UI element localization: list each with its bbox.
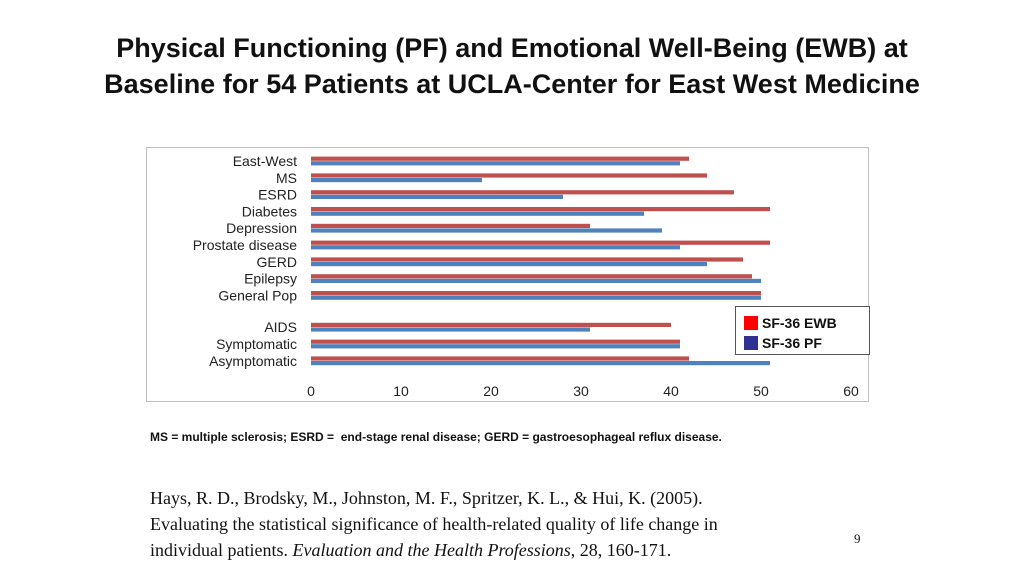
bar-ewb-ms <box>311 173 707 178</box>
category-label-depression: Depression <box>226 220 297 236</box>
category-label-prostate-disease: Prostate disease <box>193 237 297 253</box>
citation-line-1: Hays, R. D., Brodsky, M., Johnston, M. F… <box>150 488 703 508</box>
citation-line-2: Evaluating the statistical significance … <box>150 514 718 534</box>
bar-pf-epilepsy <box>311 278 761 283</box>
citation-line-3: individual patients. Evaluation and the … <box>150 537 840 563</box>
bar-pf-esrd <box>311 194 563 199</box>
category-label-gerd: GERD <box>257 254 297 270</box>
bar-pf-asymptomatic <box>311 361 770 366</box>
bar-ewb-depression <box>311 223 590 228</box>
citation-journal: Evaluation and the Health Professions <box>292 540 571 560</box>
category-label-aids: AIDS <box>264 319 297 335</box>
legend-label-pf: SF-36 PF <box>762 335 822 351</box>
bar-ewb-aids <box>311 322 671 327</box>
bar-pf-general-pop <box>311 295 761 300</box>
bar-pf-prostate-disease <box>311 245 680 250</box>
page-number: 9 <box>854 531 861 546</box>
x-tick-label-20: 20 <box>483 383 499 399</box>
x-tick-label-40: 40 <box>663 383 679 399</box>
category-label-asymptomatic: Asymptomatic <box>209 353 297 369</box>
bar-pf-depression <box>311 228 662 233</box>
bar-ewb-prostate-disease <box>311 240 770 245</box>
legend-entry-pf: SF-36 PF <box>744 333 869 353</box>
bar-chart: East-WestMSESRDDiabetesDepressionProstat… <box>193 153 859 399</box>
chart-area: East-West MS ESRD Diabetes Depression Prostat… <box>146 147 869 402</box>
category-label-diabetes: Diabetes <box>242 203 297 219</box>
slide-title: Physical Functioning (PF) and Emotional … <box>30 30 994 102</box>
category-label-east-west: East-West <box>233 153 297 169</box>
bar-ewb-diabetes <box>311 207 770 212</box>
citation-line-3-prefix: individual patients. <box>150 540 293 560</box>
chart-legend: SF-36 EWB SF-36 PF <box>735 306 870 355</box>
category-label-esrd: ESRD <box>258 187 297 203</box>
category-label-general-pop: General Pop <box>218 287 297 303</box>
x-tick-label-60: 60 <box>843 383 859 399</box>
abbreviation-footnote: MS = multiple sclerosis; ESRD = end-stag… <box>150 430 722 444</box>
bar-ewb-asymptomatic <box>311 356 689 361</box>
legend-swatch-ewb <box>744 316 758 330</box>
bar-ewb-symptomatic <box>311 339 680 344</box>
bar-pf-symptomatic <box>311 344 680 349</box>
bar-ewb-esrd <box>311 190 734 195</box>
title-line-1: Physical Functioning (PF) and Emotional … <box>116 33 908 63</box>
bar-ewb-gerd <box>311 257 743 262</box>
bar-pf-diabetes <box>311 211 644 216</box>
title-line-2: Baseline for 54 Patients at UCLA-Center … <box>104 69 920 99</box>
citation: Hays, R. D., Brodsky, M., Johnston, M. F… <box>150 485 840 563</box>
bar-ewb-general-pop <box>311 291 761 296</box>
category-label-symptomatic: Symptomatic <box>216 336 297 352</box>
bar-pf-gerd <box>311 262 707 267</box>
bar-pf-aids <box>311 327 590 332</box>
legend-entry-ewb: SF-36 EWB <box>744 313 869 333</box>
x-tick-label-10: 10 <box>393 383 409 399</box>
citation-line-3-suffix: , 28, 160-171. <box>570 540 672 560</box>
bar-ewb-epilepsy <box>311 274 752 279</box>
x-tick-label-50: 50 <box>753 383 769 399</box>
x-tick-label-0: 0 <box>307 383 315 399</box>
category-label-ms: MS <box>276 170 297 186</box>
bar-pf-east-west <box>311 161 680 166</box>
bar-ewb-east-west <box>311 156 689 161</box>
legend-label-ewb: SF-36 EWB <box>762 315 837 331</box>
bar-pf-ms <box>311 178 482 183</box>
legend-swatch-pf <box>744 336 758 350</box>
category-label-epilepsy: Epilepsy <box>244 271 297 287</box>
x-tick-label-30: 30 <box>573 383 589 399</box>
